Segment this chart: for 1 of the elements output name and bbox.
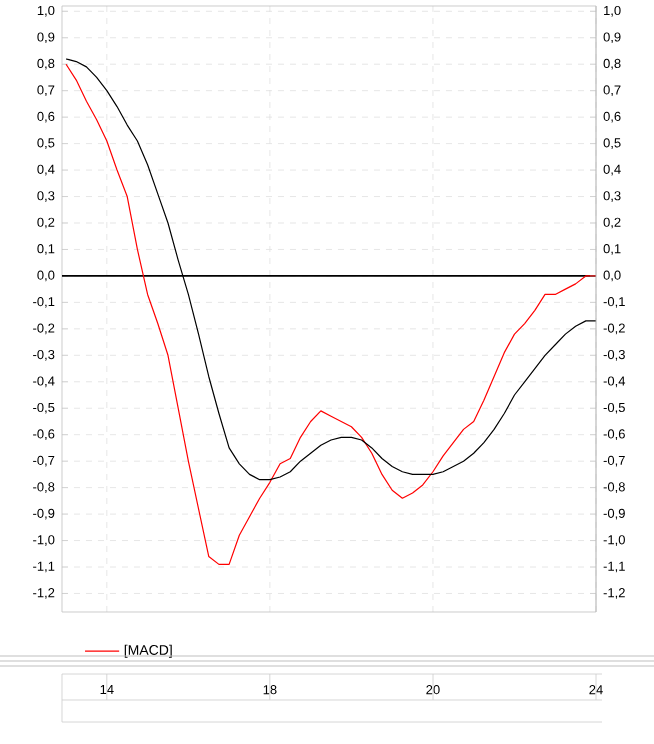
line-series: [65, 63, 596, 565]
